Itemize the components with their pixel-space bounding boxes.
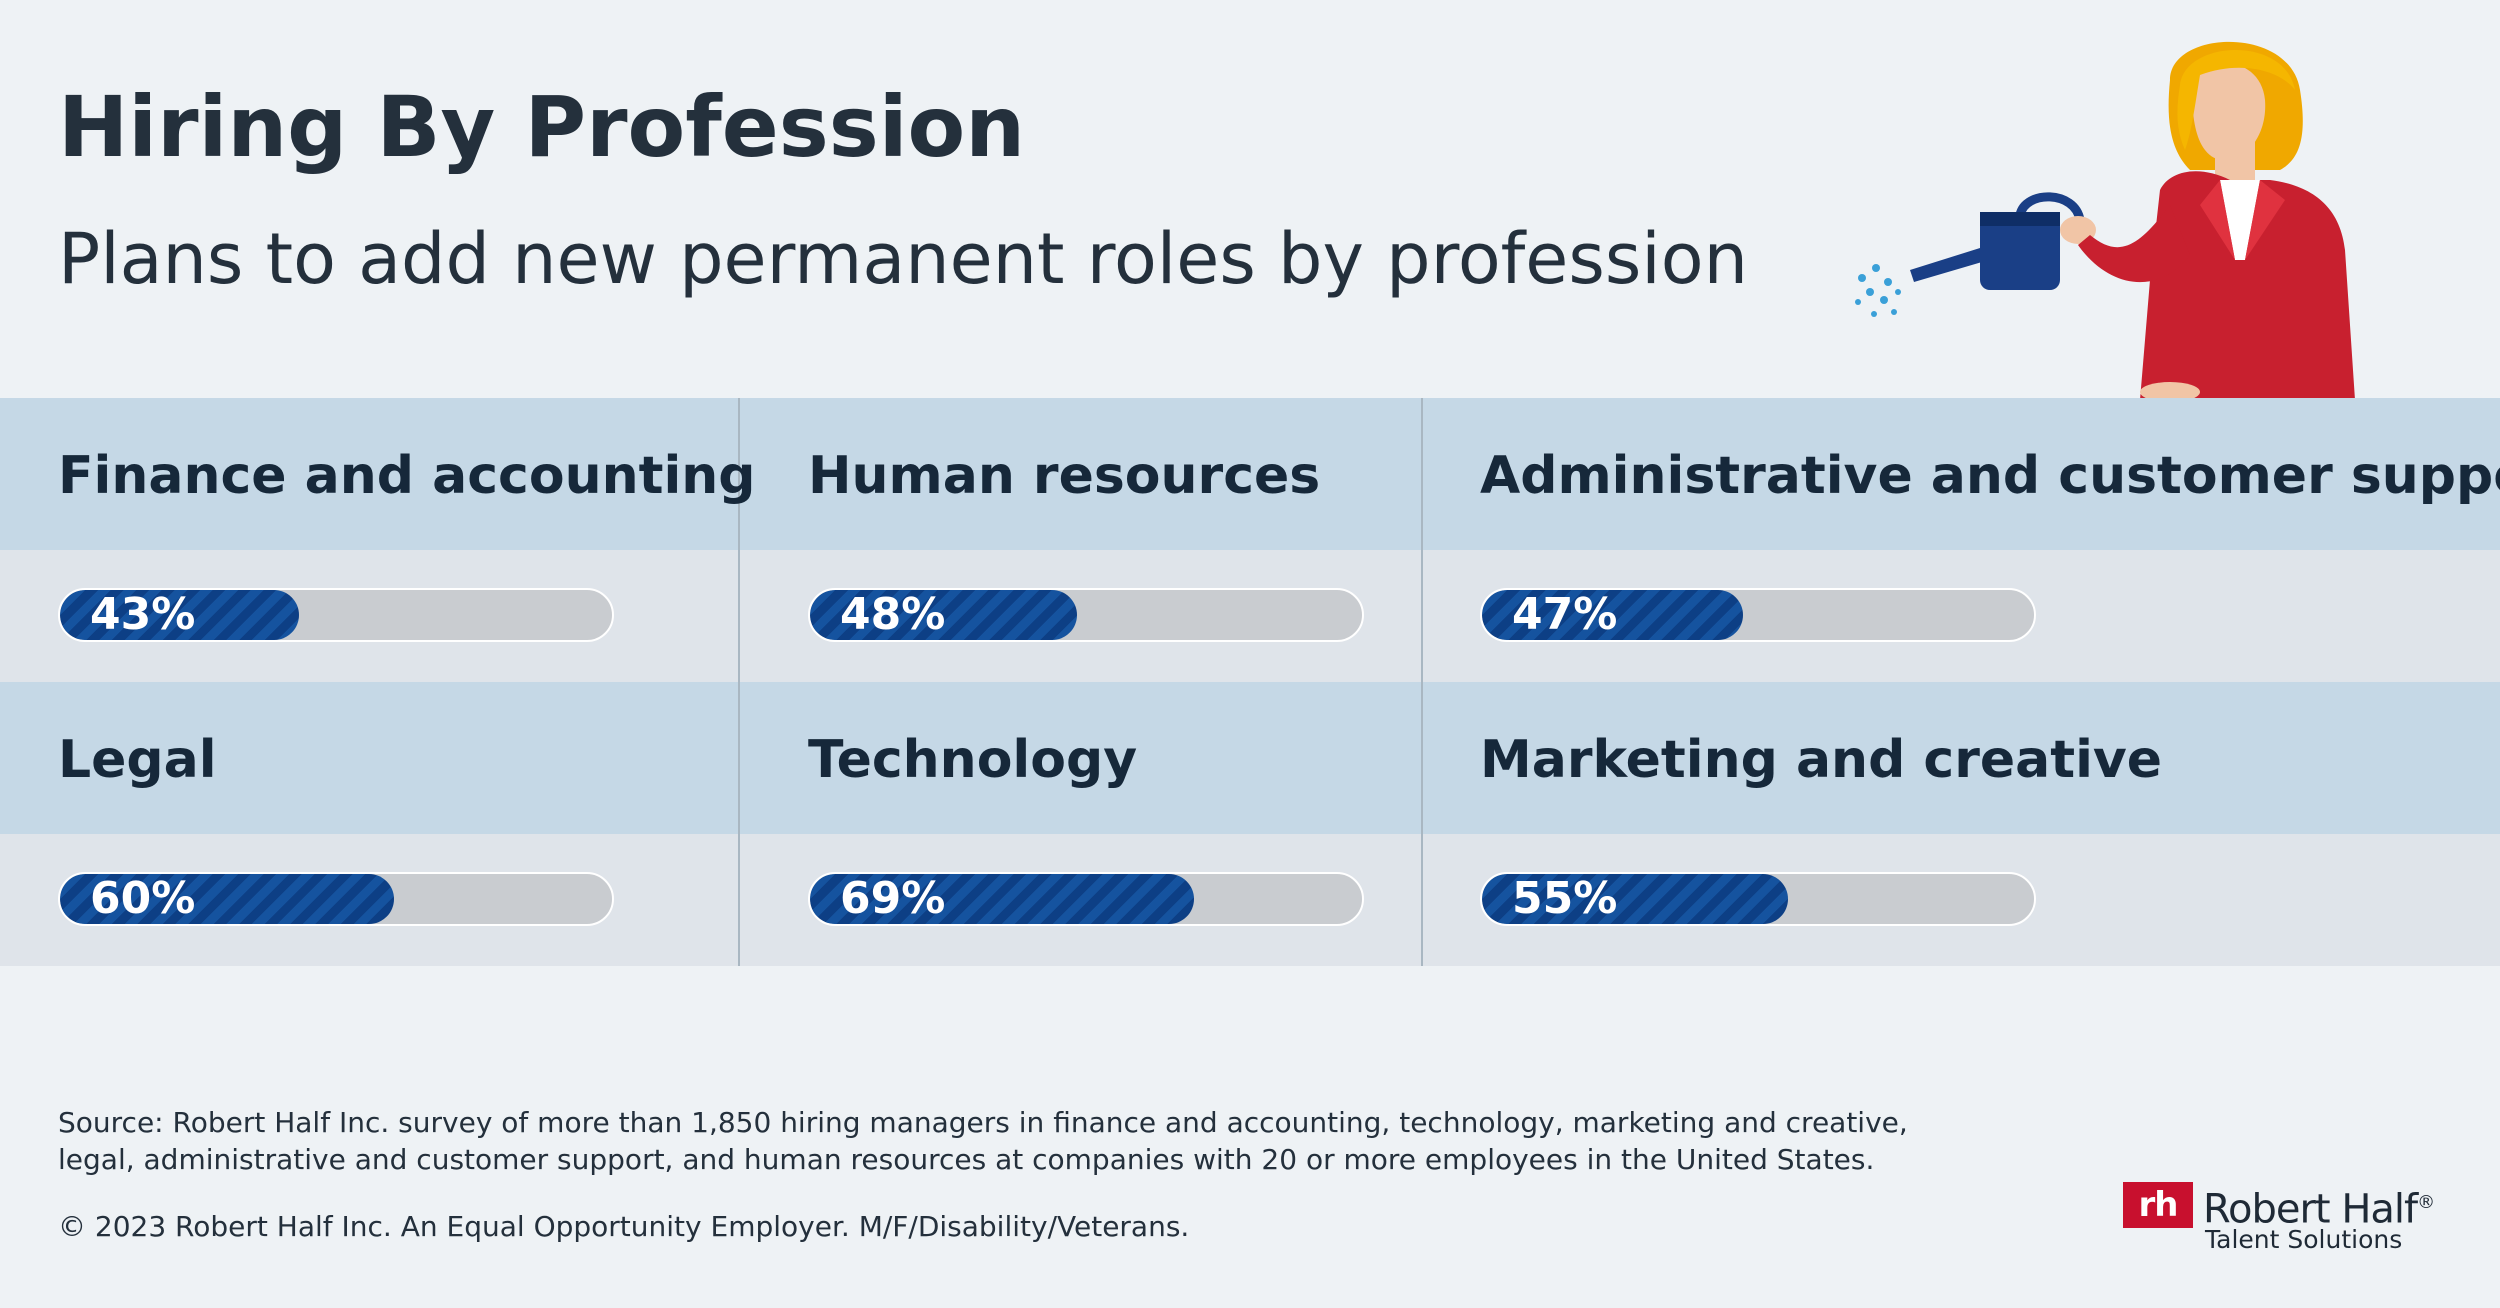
- bar-value-label: 69%: [840, 873, 946, 924]
- bar-value-label: 55%: [1512, 873, 1618, 924]
- column-divider: [738, 398, 740, 966]
- header-band-row-2: [0, 682, 2500, 834]
- page-title: Hiring By Profession: [58, 78, 1026, 176]
- logo-name-text: Robert Half: [2203, 1186, 2418, 1233]
- column-divider: [1421, 398, 1423, 966]
- logo-mark: rh: [2123, 1182, 2193, 1228]
- bar-track: 47%: [1480, 588, 2036, 642]
- bar-fill: [1482, 590, 1744, 640]
- source-note: Source: Robert Half Inc. survey of more …: [58, 1106, 1908, 1176]
- bar-value-label: 47%: [1512, 589, 1618, 640]
- bar-fill: [60, 874, 394, 924]
- bar-value-label: 60%: [90, 873, 196, 924]
- copyright-note: © 2023 Robert Half Inc. An Equal Opportu…: [58, 1210, 1190, 1243]
- category-label: Administrative and customer support: [1480, 446, 2500, 506]
- woman-with-watering-can-icon: [1855, 41, 2355, 400]
- profession-chart: Finance and accounting 43% Human resources…: [0, 398, 2500, 966]
- bar-track: 55%: [1480, 872, 2036, 926]
- bar-track: 43%: [58, 588, 614, 642]
- logo-trademark: ®: [2417, 1192, 2435, 1213]
- bar-value-label: 43%: [90, 589, 196, 640]
- logo-tagline: Talent Solutions: [2205, 1225, 2403, 1254]
- bar-track: 60%: [58, 872, 614, 926]
- category-label: Human resources: [808, 446, 1321, 506]
- bar-fill: [810, 874, 1194, 924]
- logo-name: Robert Half®: [2203, 1180, 2435, 1233]
- bar-fill: [810, 590, 1077, 640]
- robert-half-logo: rh Robert Half® Talent Solutions: [2123, 1180, 2453, 1254]
- category-label: Marketing and creative: [1480, 730, 2163, 790]
- page-subtitle: Plans to add new permanent roles by prof…: [58, 218, 1748, 300]
- category-label: Finance and accounting: [58, 446, 756, 506]
- bar-value-label: 48%: [840, 589, 946, 640]
- category-label: Technology: [808, 730, 1138, 790]
- category-label: Legal: [58, 730, 217, 790]
- bar-track: 69%: [808, 872, 1364, 926]
- bar-track: 48%: [808, 588, 1364, 642]
- header-band-row-1: [0, 398, 2500, 550]
- bar-fill: [60, 590, 300, 640]
- bar-fill: [1482, 874, 1788, 924]
